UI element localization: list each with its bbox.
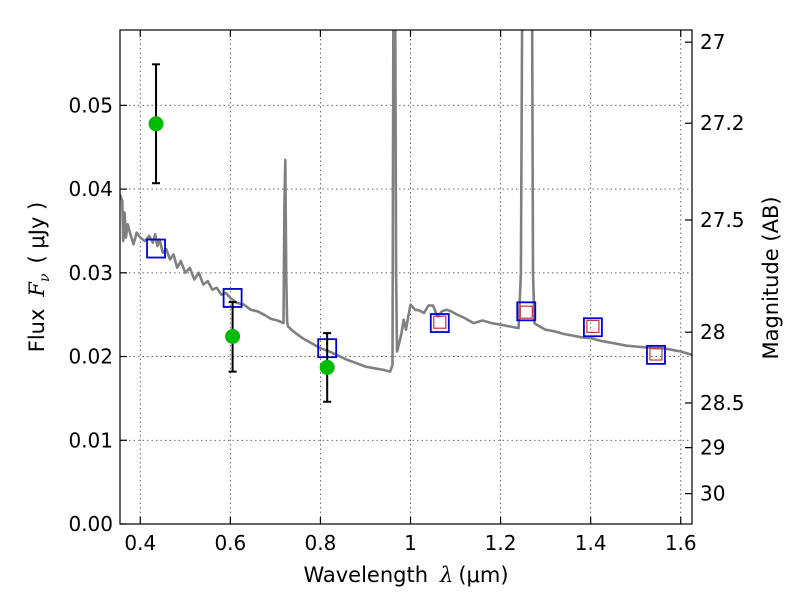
x-tick-label: 0.6 (214, 531, 246, 555)
y2-tick-label: 27.2 (700, 111, 745, 135)
y-tick-label: 0.02 (68, 345, 113, 369)
model-band-square (516, 301, 537, 322)
y2-axis-title: Magnitude (AB) (759, 196, 783, 359)
y2-tick-label: 27 (700, 30, 725, 54)
y-axis-title-subscript: ν (37, 273, 53, 282)
grid-lines (120, 30, 692, 524)
x-tick-label: 0.8 (305, 531, 337, 555)
x-tick-label: 1.6 (665, 531, 697, 555)
data-layer (120, 30, 692, 403)
y-axis-title: Flux Fν ( μJy ) (25, 202, 53, 352)
x-axis-title-prefix: Wavelength (303, 563, 428, 587)
model-band-inner-square (649, 347, 663, 361)
plot-background (120, 30, 692, 524)
y-tick-label: 0.01 (68, 428, 113, 452)
y-tick-label: 0.00 (68, 512, 113, 536)
model-band-square (429, 313, 450, 333)
model-band-inner-square (433, 315, 447, 329)
x-tick-label: 1.4 (575, 531, 607, 555)
y-axis-title-prefix: Flux (25, 309, 49, 353)
y2-tick-label: 27.5 (700, 208, 745, 232)
ticks: 0.4 0.6 0.8 1 1.2 1.4 1.6 0.00 0.01 0.02 0.03 0.04 0… (68, 30, 745, 555)
model-band-inner-square (586, 319, 600, 333)
x-tick-label: 1.2 (485, 531, 517, 555)
y2-tick-label: 30 (700, 482, 725, 506)
y2-tick-label: 29 (700, 436, 725, 460)
x-tick-label: 0.4 (124, 531, 156, 555)
observed-point (148, 116, 164, 132)
model-band-inner-square (519, 305, 533, 319)
model-band-square (646, 344, 666, 365)
y2-tick-label: 28.5 (700, 391, 745, 415)
observed-point (319, 359, 335, 375)
y-tick-label: 0.04 (68, 177, 113, 201)
y-tick-label: 0.03 (68, 261, 113, 285)
model-band-square (146, 238, 166, 259)
y2-tick-label: 28 (700, 320, 725, 344)
y-axis-title-symbol: F (25, 281, 49, 298)
x-tick-label: 1 (404, 531, 417, 555)
model-band-square (583, 317, 603, 338)
x-axis-title: Wavelength λ (μm) (303, 563, 508, 587)
plot-frame (119, 29, 693, 525)
y-tick-label: 0.05 (68, 93, 113, 117)
x-axis-title-unit: (μm) (458, 563, 508, 587)
sed-model-line (120, 30, 692, 373)
x-axis-title-symbol: λ (439, 563, 453, 587)
observed-point (225, 328, 241, 344)
y-axis-title-unit: ( μJy ) (25, 202, 49, 264)
